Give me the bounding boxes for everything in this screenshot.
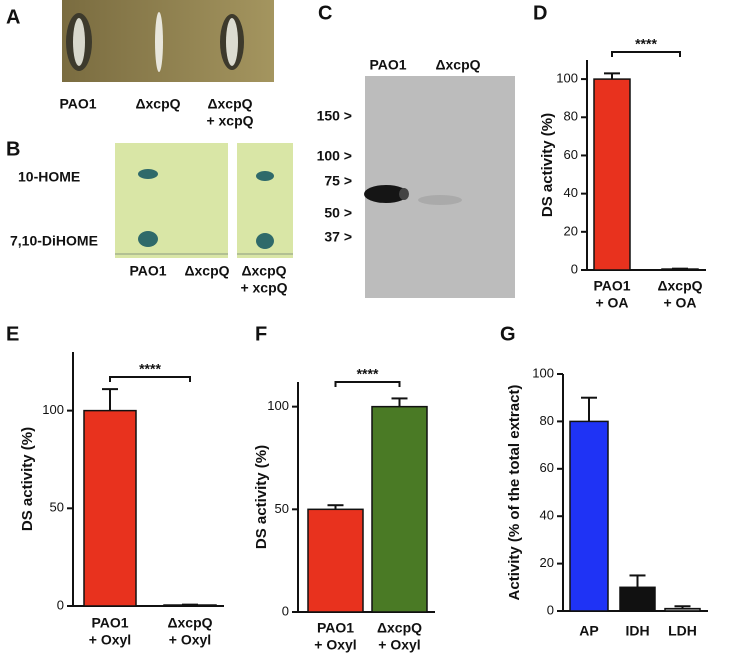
sample-label: PAO1 (129, 263, 166, 279)
panel-label: A (6, 6, 20, 28)
marker-label: 50 > (324, 205, 352, 221)
x-tick-label: ΔxcpQ (167, 615, 212, 631)
bar (661, 268, 699, 271)
bar (569, 420, 609, 612)
bar (664, 607, 701, 612)
band (418, 195, 462, 205)
spot-label: 10-HOME (18, 169, 80, 185)
y-tick-label: 40 (540, 508, 554, 523)
y-tick-label: 50 (50, 500, 64, 515)
marker-label: 37 > (324, 229, 352, 245)
x-tick-label: PAO1 (91, 615, 128, 631)
significance-label: **** (357, 366, 379, 382)
y-tick-label: 100 (42, 402, 64, 417)
bar (163, 604, 217, 607)
y-axis-label: DS activity (%) (253, 445, 270, 549)
y-tick-label: 0 (571, 261, 578, 276)
sample-label: ΔxcpQ (241, 263, 286, 279)
y-tick-label: 40 (564, 185, 578, 200)
significance-bracket (334, 381, 401, 387)
y-tick-label: 60 (564, 147, 578, 162)
x-tick-label: ΔxcpQ (657, 278, 702, 294)
panel-label: D (533, 2, 547, 24)
x-tick-label: LDH (668, 623, 697, 639)
lane-label: ΔxcpQ (435, 57, 480, 73)
marker-label: 100 > (317, 148, 352, 164)
y-tick-label: 0 (57, 597, 64, 612)
y-axis-label: DS activity (%) (539, 113, 556, 217)
x-tick-label: + OA (595, 295, 628, 311)
y-tick-label: 50 (275, 501, 289, 516)
spot (138, 169, 158, 179)
panel-label: C (318, 2, 332, 24)
sample-label: ΔxcpQ (207, 96, 252, 112)
panel-label: F (255, 323, 267, 345)
x-tick-label: PAO1 (593, 278, 630, 294)
x-tick-label: IDH (625, 623, 649, 639)
significance-label: **** (635, 36, 657, 52)
band (364, 185, 408, 203)
spot (256, 171, 274, 181)
spot-label: 7,10-DiHOME (10, 233, 98, 249)
marker-label: 75 > (324, 173, 352, 189)
x-tick-label: + Oxyl (169, 632, 211, 648)
spot (138, 231, 158, 247)
colony (73, 18, 85, 66)
y-axis-label: Activity (% of the total extract) (506, 385, 523, 601)
significance-bracket (109, 376, 191, 382)
x-tick-label: ΔxcpQ (377, 620, 422, 636)
y-tick-label: 100 (267, 398, 289, 413)
y-axis-label: DS activity (%) (19, 427, 36, 531)
x-tick-label: PAO1 (317, 620, 354, 636)
sample-label: ΔxcpQ (135, 96, 180, 112)
significance-bracket (611, 51, 681, 57)
sample-label: ΔxcpQ (184, 263, 229, 279)
y-tick-label: 80 (564, 109, 578, 124)
colony (226, 18, 238, 66)
y-tick-label: 100 (532, 365, 554, 380)
bar (371, 405, 428, 613)
marker-label: 150 > (317, 108, 352, 124)
sample-label: + xcpQ (206, 113, 253, 129)
y-tick-label: 0 (282, 603, 289, 618)
bar (619, 586, 656, 612)
y-tick-label: 100 (556, 71, 578, 86)
x-tick-label: + Oxyl (378, 637, 420, 653)
x-tick-label: + OA (663, 295, 696, 311)
bar (593, 78, 631, 271)
y-tick-label: 80 (540, 413, 554, 428)
x-tick-label: + Oxyl (314, 637, 356, 653)
spot (256, 233, 274, 249)
significance-label: **** (139, 361, 161, 377)
bar (83, 409, 137, 607)
panel-label: B (6, 138, 20, 160)
bar (307, 508, 364, 613)
colony (155, 12, 163, 72)
lane-label: PAO1 (369, 57, 406, 73)
sample-label: PAO1 (59, 96, 96, 112)
tlc-plate (115, 143, 228, 258)
y-tick-label: 20 (564, 223, 578, 238)
x-tick-label: + Oxyl (89, 632, 131, 648)
panel-label: G (500, 323, 516, 345)
x-tick-label: AP (579, 623, 598, 639)
sample-label: + xcpQ (240, 280, 287, 296)
y-tick-label: 0 (547, 602, 554, 617)
panel-label: E (6, 323, 19, 345)
y-tick-label: 60 (540, 460, 554, 475)
y-tick-label: 20 (540, 555, 554, 570)
band (399, 188, 409, 200)
